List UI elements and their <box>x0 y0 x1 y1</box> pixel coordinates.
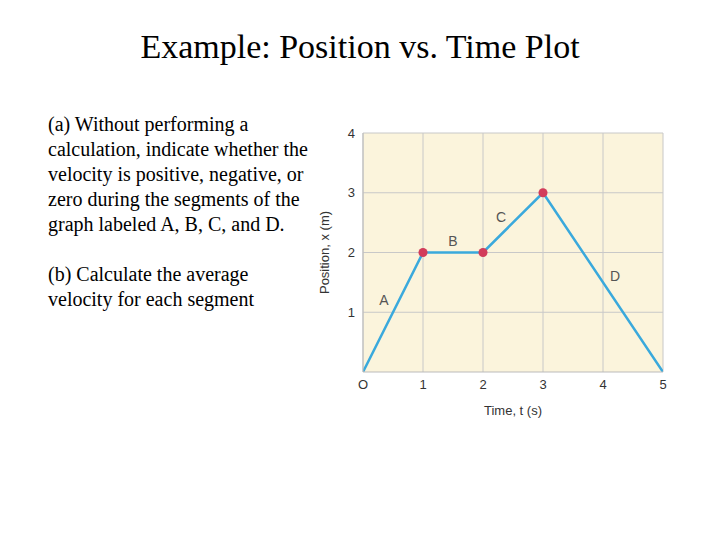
svg-text:D: D <box>610 268 620 284</box>
svg-text:2: 2 <box>479 377 486 392</box>
html-text:Example: Position vs. Time Plo: Example: Position vs. Time Plot <box>140 28 580 65</box>
svg-text:1: 1 <box>348 305 355 320</box>
svg-text:Position, x (m): Position, x (m) <box>317 211 332 294</box>
svg-text:A: A <box>379 292 389 308</box>
svg-text:O: O <box>358 377 368 392</box>
svg-text:3: 3 <box>539 377 546 392</box>
svg-text:2: 2 <box>348 245 355 260</box>
svg-text:C: C <box>496 209 506 225</box>
svg-text:5: 5 <box>659 377 666 392</box>
svg-text:3: 3 <box>348 185 355 200</box>
svg-text:B: B <box>448 233 457 249</box>
svg-text:1: 1 <box>419 377 426 392</box>
html-text:(b) Calculate the average velo: (b) Calculate the average velocity for e… <box>48 263 254 310</box>
svg-text:4: 4 <box>599 377 606 392</box>
html-text:(a) Without performing a calcu: (a) Without performing a calculation, in… <box>48 113 308 235</box>
svg-text:Time, t (s): Time, t (s) <box>484 403 542 418</box>
svg-text:4: 4 <box>348 126 355 141</box>
